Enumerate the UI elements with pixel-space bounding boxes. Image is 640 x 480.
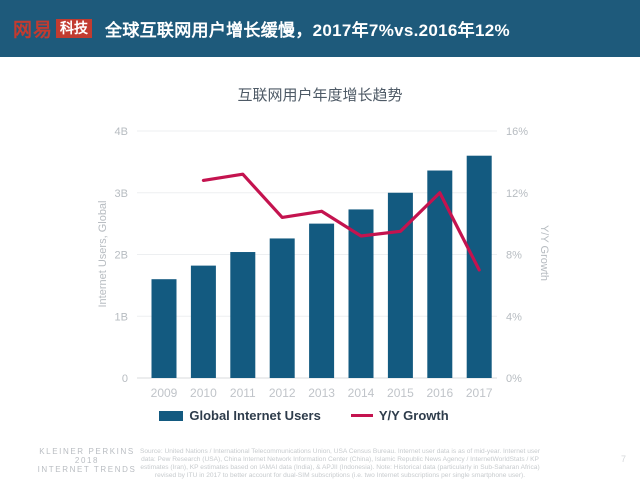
- page-number: 7: [620, 454, 626, 464]
- legend-item-bars: Global Internet Users: [159, 408, 321, 423]
- right-axis-title: Y/Y Growth: [538, 225, 550, 281]
- growth-line: [201, 172, 481, 272]
- x-axis-label: 2017: [466, 386, 493, 400]
- x-axis-label: 2010: [190, 386, 217, 400]
- header-bar: 网易 科技 全球互联网用户增长缓慢，2017年7%vs.2016年12%: [0, 0, 640, 57]
- right-axis-tick: 4%: [506, 311, 522, 323]
- left-axis-tick: 1B: [115, 311, 128, 323]
- source-note: Source: United Nations / International T…: [139, 448, 541, 479]
- bar-2009: [151, 279, 177, 378]
- netease-wordmark: 网易: [13, 20, 54, 41]
- line-swatch-icon: [350, 414, 373, 417]
- bar-2011: [230, 252, 256, 378]
- left-axis-tick: 4B: [115, 126, 128, 138]
- slide-title: 全球互联网用户增长缓慢，2017年7%vs.2016年12%: [105, 21, 510, 40]
- bar-2016: [427, 170, 453, 378]
- x-axis-label: 2011: [230, 386, 256, 400]
- left-axis-tick: 2B: [115, 250, 128, 262]
- x-axis-label: 2012: [269, 386, 296, 400]
- brand-line-1: KLEINER PERKINS: [39, 447, 135, 456]
- x-axis-label: 2009: [151, 386, 178, 400]
- bar-2013: [309, 223, 335, 378]
- chart-legend: Global Internet Users Y/Y Growth: [0, 408, 608, 423]
- brand-line-2: 2018: [74, 456, 100, 466]
- left-axis-title: Internet Users, Global: [97, 201, 109, 308]
- chart-title: 互联网用户年度增长趋势: [237, 87, 403, 104]
- legend-label-bars: Global Internet Users: [189, 408, 321, 423]
- right-axis-tick: 12%: [506, 188, 528, 200]
- x-axis-label: 2016: [426, 386, 453, 400]
- x-axis-label: 2013: [308, 386, 335, 400]
- right-axis-tick: 8%: [506, 250, 522, 262]
- bar-2010: [190, 265, 216, 378]
- bar-swatch-icon: [159, 410, 184, 421]
- legend-item-line: Y/Y Growth: [350, 408, 449, 423]
- legend-label-line: Y/Y Growth: [378, 408, 449, 423]
- left-axis-tick: 3B: [115, 188, 128, 200]
- right-axis-tick: 16%: [506, 126, 528, 138]
- left-axis-tick: 0: [122, 373, 128, 385]
- kleiner-perkins-brand: KLEINER PERKINS 2018 INTERNET TRENDS: [28, 447, 146, 475]
- bar-2012: [269, 238, 295, 378]
- netease-logo: 网易 科技: [13, 15, 93, 42]
- x-axis-label: 2015: [387, 386, 414, 400]
- brand-line-3: INTERNET TRENDS: [37, 465, 137, 475]
- x-axis-label: 2014: [348, 386, 375, 400]
- netease-tech-badge: 科技: [56, 18, 93, 39]
- right-axis-tick: 0%: [506, 373, 522, 385]
